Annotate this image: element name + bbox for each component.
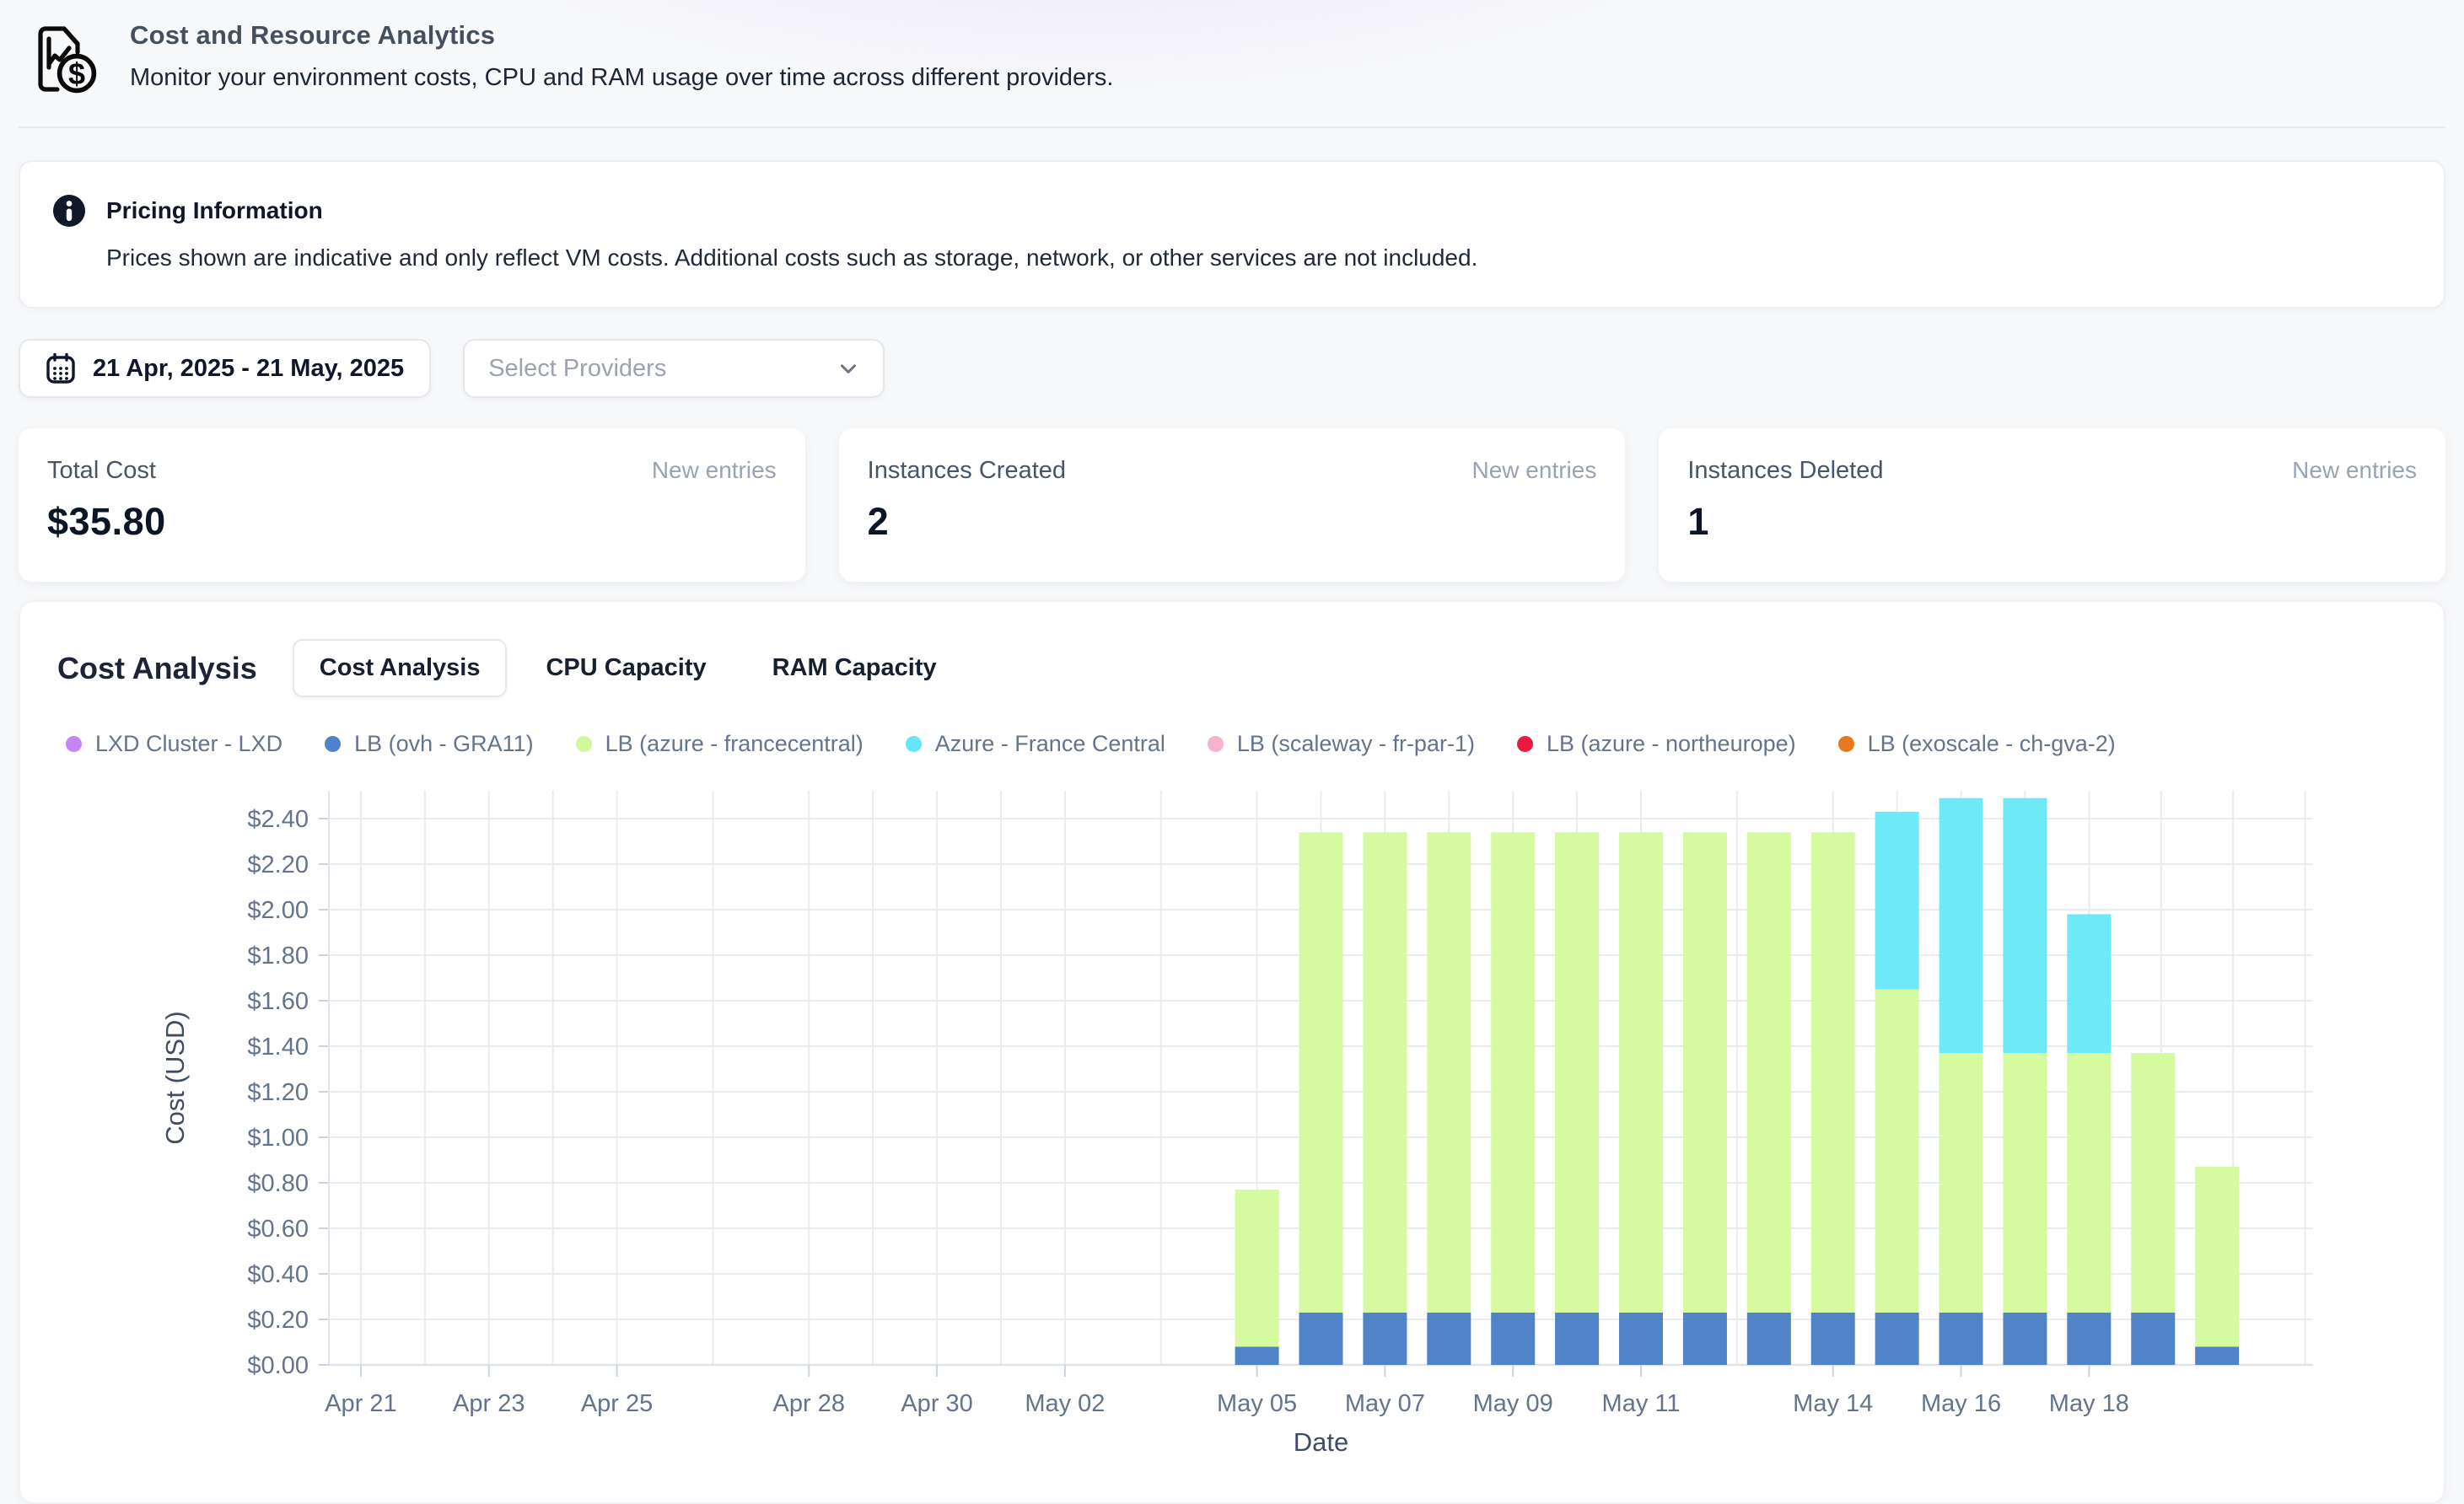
svg-text:May 18: May 18 <box>2049 1390 2129 1417</box>
legend-dot-icon <box>1207 736 1224 752</box>
svg-text:$0.60: $0.60 <box>247 1216 309 1243</box>
chart-header: Cost Analysis Cost Analysis CPU Capacity… <box>57 639 2407 697</box>
svg-text:Cost (USD): Cost (USD) <box>160 1011 190 1144</box>
header-divider <box>19 126 2445 128</box>
stat-label: Total Cost <box>47 457 156 484</box>
svg-text:$2.00: $2.00 <box>247 897 309 924</box>
stat-badge: New entries <box>2292 457 2418 483</box>
chevron-down-icon <box>841 364 857 373</box>
stat-value: 2 <box>867 500 890 543</box>
svg-text:$: $ <box>68 56 85 91</box>
legend-item[interactable]: LB (ovh - GRA11) <box>325 731 534 757</box>
cost-analysis-card: Cost Analysis Cost Analysis CPU Capacity… <box>19 600 2445 1504</box>
page-header: $ Cost and Resource Analytics Monitor yo… <box>19 0 2445 126</box>
legend-label: LB (ovh - GRA11) <box>354 731 534 756</box>
chart-legend: LXD Cluster - LXD LB (ovh - GRA11) LB (azu… <box>66 731 2407 757</box>
svg-text:May 07: May 07 <box>1345 1390 1425 1417</box>
legend-label: LB (exoscale - ch-gva-2) <box>1867 731 2116 756</box>
svg-text:Apr 25: Apr 25 <box>581 1390 653 1417</box>
legend-dot-icon <box>575 736 592 752</box>
stat-cards: Total Cost New entries $35.80 Instances … <box>19 428 2446 582</box>
provider-select-placeholder: Select Providers <box>488 354 667 382</box>
info-icon <box>53 195 85 227</box>
tab-cpu-capacity[interactable]: CPU Capacity <box>519 639 733 697</box>
legend-label: LB (azure - northeurope) <box>1546 731 1796 756</box>
legend-label: LXD Cluster - LXD <box>95 731 283 756</box>
chart-tabs: Cost Analysis CPU Capacity RAM Capacity <box>292 639 964 697</box>
page-subtitle: Monitor your environment costs, CPU and … <box>130 64 1114 91</box>
stat-badge: New entries <box>651 457 777 483</box>
provider-select[interactable]: Select Providers <box>463 339 885 398</box>
svg-text:$1.40: $1.40 <box>247 1034 309 1061</box>
svg-text:$1.80: $1.80 <box>247 943 309 970</box>
legend-item[interactable]: LB (exoscale - ch-gva-2) <box>1837 731 2116 757</box>
page-title: Cost and Resource Analytics <box>130 20 496 50</box>
legend-dot-icon <box>66 736 82 752</box>
legend-label: LB (azure - francecentral) <box>605 731 863 756</box>
legend-dot-icon <box>1516 736 1533 752</box>
svg-text:Apr 28: Apr 28 <box>773 1390 845 1417</box>
legend-label: Azure - France Central <box>934 731 1165 756</box>
stat-label: Instances Deleted <box>1687 457 1884 484</box>
svg-text:$1.20: $1.20 <box>247 1079 309 1106</box>
tab-ram-capacity[interactable]: RAM Capacity <box>745 639 964 697</box>
legend-item[interactable]: LB (scaleway - fr-par-1) <box>1207 731 1475 757</box>
cost-report-icon: $ <box>38 26 97 94</box>
svg-text:$0.20: $0.20 <box>247 1307 309 1334</box>
svg-text:May 11: May 11 <box>1602 1390 1681 1417</box>
svg-text:Apr 21: Apr 21 <box>325 1390 396 1417</box>
date-range-picker[interactable]: 21 Apr, 2025 - 21 May, 2025 <box>19 339 432 398</box>
legend-dot-icon <box>1837 736 1854 752</box>
stat-value: 1 <box>1687 500 1709 543</box>
pricing-info-title: Pricing Information <box>106 197 323 223</box>
svg-text:May 14: May 14 <box>1793 1390 1873 1417</box>
legend-item[interactable]: LB (azure - northeurope) <box>1516 731 1796 757</box>
filter-controls: 21 Apr, 2025 - 21 May, 2025 Select Provi… <box>19 339 2445 398</box>
stat-label: Instances Created <box>867 457 1067 484</box>
legend-dot-icon <box>325 736 342 752</box>
stat-badge: New entries <box>1471 457 1597 483</box>
svg-text:Date: Date <box>1294 1427 1348 1455</box>
legend-dot-icon <box>905 736 922 752</box>
svg-text:$1.00: $1.00 <box>247 1125 309 1152</box>
svg-text:$1.60: $1.60 <box>247 988 309 1015</box>
legend-item[interactable]: LB (azure - francecentral) <box>575 731 863 757</box>
svg-text:$0.40: $0.40 <box>247 1261 309 1288</box>
pricing-info-banner: Pricing Information Prices shown are ind… <box>19 160 2445 309</box>
stat-card-instances-deleted: Instances Deleted New entries 1 <box>1659 428 2446 582</box>
legend-item[interactable]: Azure - France Central <box>905 731 1165 757</box>
pricing-info-body: Prices shown are indicative and only ref… <box>106 244 1478 271</box>
calendar-icon <box>46 352 75 384</box>
svg-text:May 16: May 16 <box>1921 1390 2001 1417</box>
tab-cost-analysis[interactable]: Cost Analysis <box>292 639 508 697</box>
svg-text:May 02: May 02 <box>1025 1390 1105 1417</box>
legend-label: LB (scaleway - fr-par-1) <box>1236 731 1475 756</box>
stat-card-total-cost: Total Cost New entries $35.80 <box>19 428 805 582</box>
header-titles: Cost and Resource Analytics Monitor your… <box>130 17 1113 92</box>
stat-value: $35.80 <box>47 500 166 543</box>
svg-text:$2.20: $2.20 <box>247 851 309 878</box>
cost-bar-chart[interactable]: $0.00 $0.20 $0.40 $0.60 $0.80 $1.00 $1.20 $1.40… <box>57 772 2410 1457</box>
svg-text:May 09: May 09 <box>1473 1390 1553 1417</box>
chart-area: $0.00 $0.20 $0.40 $0.60 $0.80 $1.00 $1.20 $1.40… <box>57 772 2407 1459</box>
svg-text:$0.00: $0.00 <box>247 1352 309 1379</box>
svg-text:Apr 23: Apr 23 <box>453 1390 525 1417</box>
svg-text:May 05: May 05 <box>1217 1390 1297 1417</box>
svg-text:$2.40: $2.40 <box>247 806 309 833</box>
legend-item[interactable]: LXD Cluster - LXD <box>66 731 282 757</box>
svg-text:Apr 30: Apr 30 <box>901 1390 972 1417</box>
date-range-value: 21 Apr, 2025 - 21 May, 2025 <box>93 354 405 382</box>
section-title: Cost Analysis <box>57 650 257 685</box>
stat-card-instances-created: Instances Created New entries 2 <box>838 428 1626 582</box>
svg-text:$0.80: $0.80 <box>247 1170 309 1197</box>
